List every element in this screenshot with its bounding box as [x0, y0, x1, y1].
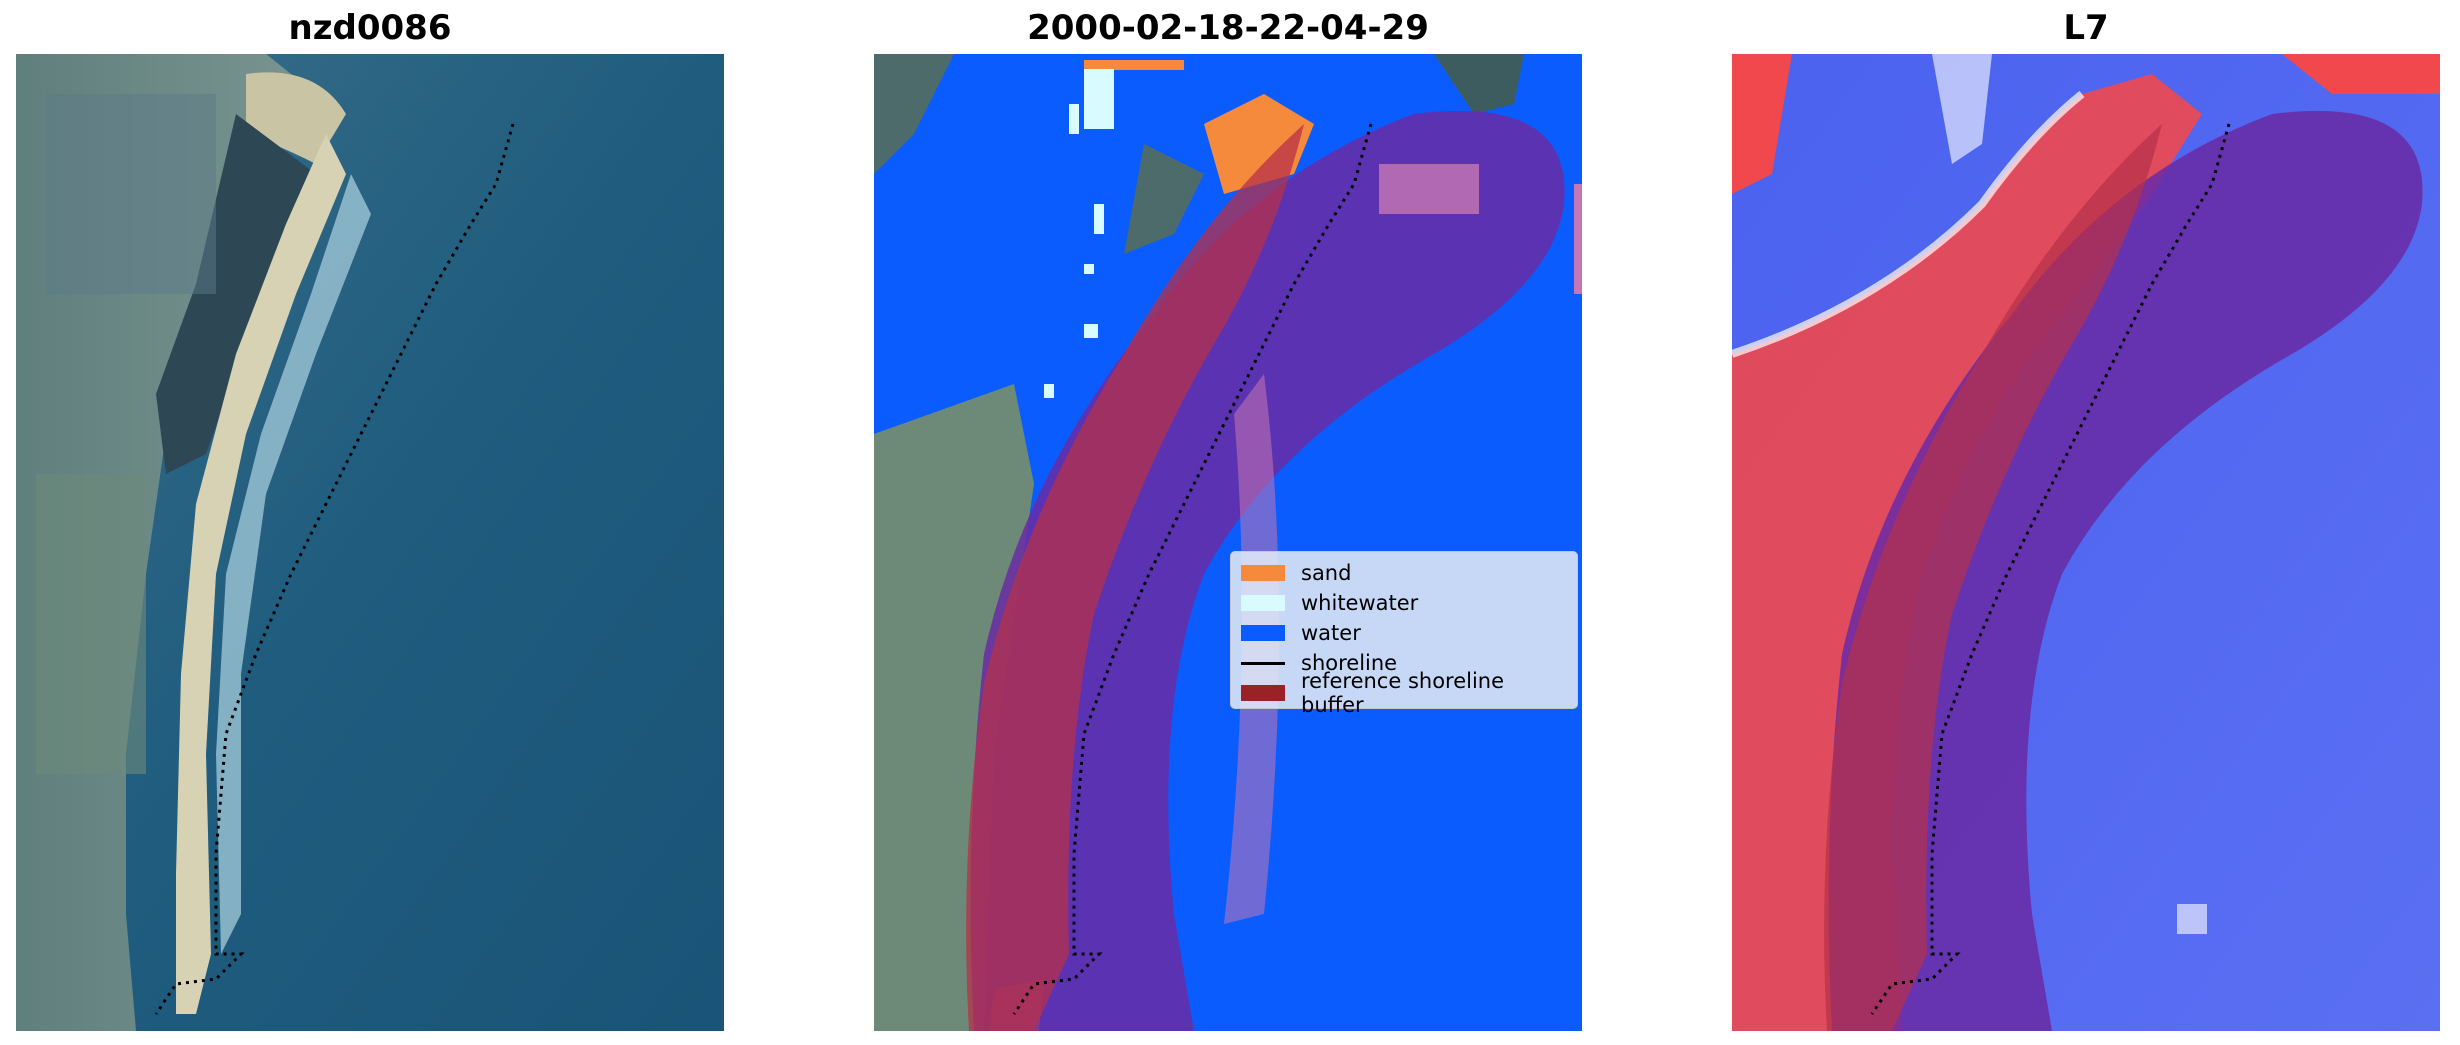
legend-label-buffer: reference shoreline buffer — [1301, 669, 1505, 717]
legend-swatch-shoreline — [1241, 661, 1285, 665]
panel-title-left: nzd0086 — [288, 8, 452, 48]
legend-item-whitewater: whitewater — [1241, 588, 1567, 618]
legend-label-whitewater: whitewater — [1301, 591, 1419, 615]
legend-swatch-water — [1241, 625, 1285, 641]
legend-item-sand: sand — [1241, 558, 1567, 588]
legend-swatch-whitewater — [1241, 595, 1285, 611]
index-map-panel — [1732, 54, 2440, 1031]
classification-image — [874, 54, 1582, 1031]
legend-label-water: water — [1301, 621, 1361, 645]
legend-label-sand: sand — [1301, 561, 1352, 585]
panel-title-middle: 2000-02-18-22-04-29 — [1027, 8, 1429, 48]
legend-item-shoreline: shoreline — [1241, 648, 1567, 678]
panel-title-right: L7 — [2063, 8, 2109, 48]
legend: sand whitewater water shoreline referenc… — [1230, 551, 1578, 717]
legend-swatch-sand — [1241, 565, 1285, 581]
classification-panel — [874, 54, 1582, 1031]
rgb-image — [16, 54, 724, 1031]
legend-swatch-buffer — [1241, 685, 1285, 701]
index-map-image — [1732, 54, 2440, 1031]
rgb-image-panel — [16, 54, 724, 1031]
legend-item-water: water — [1241, 618, 1567, 648]
legend-item-buffer: reference shoreline buffer — [1241, 669, 1567, 717]
legend-label-shoreline: shoreline — [1301, 651, 1398, 675]
